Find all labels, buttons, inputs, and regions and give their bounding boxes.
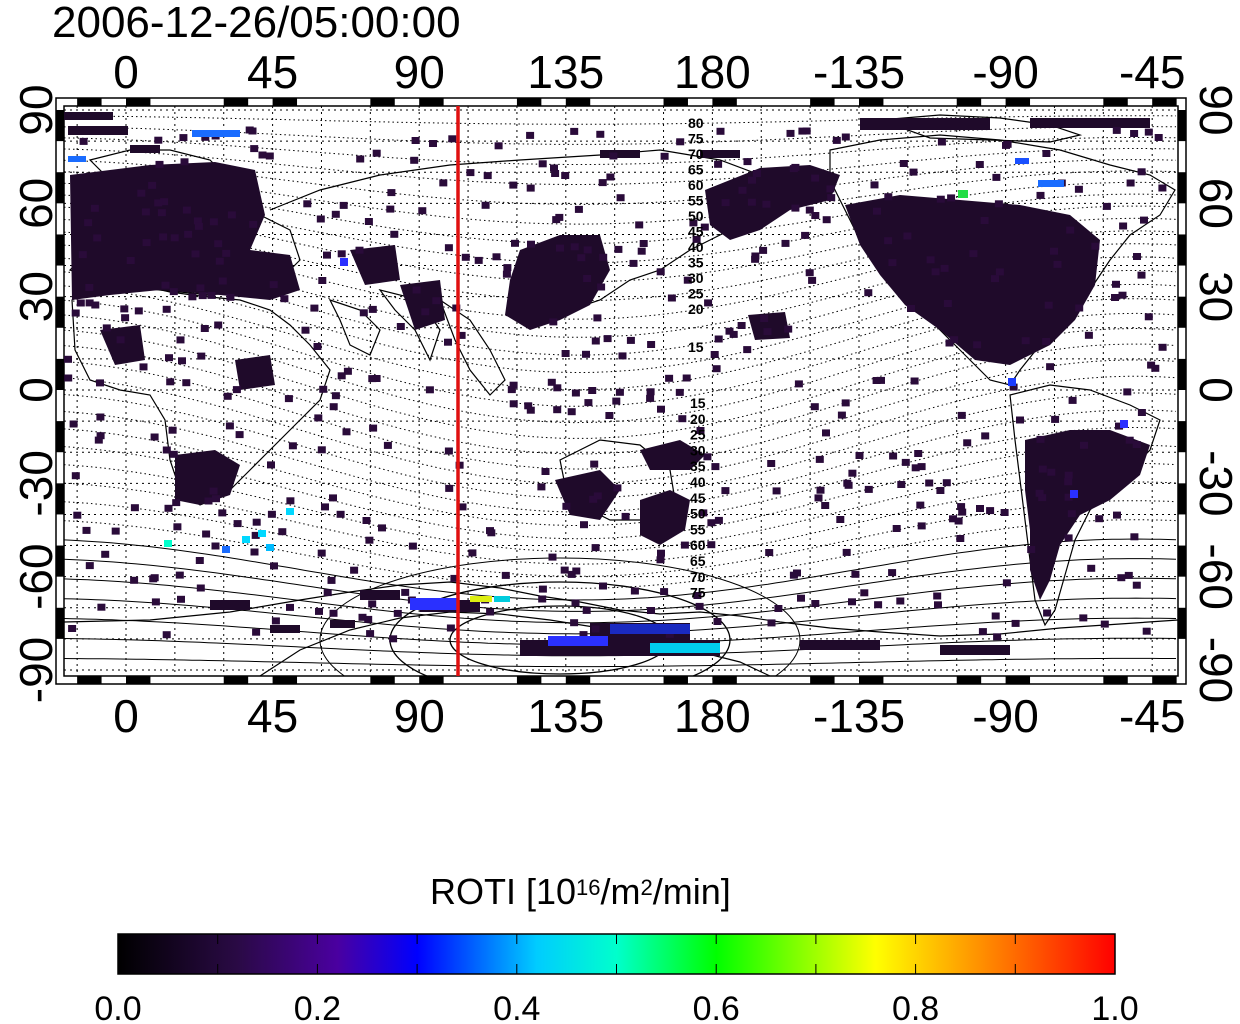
contour-label: 65 xyxy=(688,162,704,178)
colorbar-tick-label: 0.2 xyxy=(294,990,341,1024)
left-tick-label: -60 xyxy=(10,543,62,609)
right-tick-label: 0 xyxy=(1190,377,1240,403)
contour-label: 15 xyxy=(688,339,704,355)
roti-data-cells xyxy=(64,112,1150,656)
colorbar-tick-label: 0.0 xyxy=(94,990,141,1024)
right-tick-label: -30 xyxy=(1190,450,1240,516)
colorbar-title-mid: /m xyxy=(600,871,641,912)
contour-label: 20 xyxy=(688,301,704,317)
contour-label: 35 xyxy=(688,255,704,271)
right-tick-label: -60 xyxy=(1190,543,1240,609)
right-tick-label: 90 xyxy=(1190,84,1240,135)
roti-scatter-cells xyxy=(64,126,1167,643)
bottom-tick-label: 135 xyxy=(527,690,604,742)
bottom-tick-label: 0 xyxy=(113,690,139,742)
bottom-tick-label: 45 xyxy=(247,690,298,742)
contour-label: 30 xyxy=(688,270,704,286)
left-tick-label: -90 xyxy=(10,637,62,703)
right-tick-label: 30 xyxy=(1190,271,1240,322)
contour-label: 45 xyxy=(688,224,704,240)
contour-label: 15 xyxy=(690,395,706,411)
contour-label: 70 xyxy=(688,146,704,162)
right-tick-label: 60 xyxy=(1190,178,1240,229)
contour-label: 40 xyxy=(690,474,706,490)
contour-label: 70 xyxy=(690,569,706,585)
bottom-tick-label: 90 xyxy=(394,690,445,742)
contour-label: 25 xyxy=(688,286,704,302)
map-title: 2006-12-26/05:00:00 xyxy=(52,0,461,47)
colorbar-title-end: /min] xyxy=(652,871,731,912)
contour-label: 35 xyxy=(690,458,706,474)
colorbar-title-main: ROTI [10 xyxy=(430,871,577,912)
top-tick-label: -135 xyxy=(813,46,905,98)
colorbar-tick-label: 0.6 xyxy=(693,990,740,1024)
colorbar-title-exponent1: 16 xyxy=(576,875,601,900)
contour-label: 60 xyxy=(690,537,706,553)
colorbar-tick-label: 1.0 xyxy=(1091,990,1138,1024)
contour-label: 50 xyxy=(690,506,706,522)
bottom-tick-label: -135 xyxy=(813,690,905,742)
top-tick-label: 135 xyxy=(527,46,604,98)
contour-label: 80 xyxy=(688,115,704,131)
left-tick-label: 90 xyxy=(10,84,62,135)
right-tick-label: -90 xyxy=(1190,637,1240,703)
left-axis-ticks: 90 60 30 0 -30 -60 -90 xyxy=(10,84,62,703)
left-tick-label: 0 xyxy=(10,377,62,403)
contour-label: 30 xyxy=(690,442,706,458)
top-tick-label: 90 xyxy=(394,46,445,98)
roti-high-values xyxy=(68,130,1128,653)
top-tick-label: 180 xyxy=(674,46,751,98)
top-tick-label: 45 xyxy=(247,46,298,98)
colorbar-tick-label: 0.4 xyxy=(493,990,540,1024)
bottom-tick-label: -45 xyxy=(1119,690,1185,742)
contour-label: 40 xyxy=(688,239,704,255)
colorbar-tick-label: 0.8 xyxy=(892,990,939,1024)
bottom-tick-label: -90 xyxy=(972,690,1038,742)
top-tick-label: -45 xyxy=(1119,46,1185,98)
colorbar-title-exponent2: 2 xyxy=(640,875,653,900)
contour-label: 55 xyxy=(690,521,706,537)
top-tick-label: 0 xyxy=(113,46,139,98)
contour-label: 75 xyxy=(688,131,704,147)
contour-label: 25 xyxy=(690,427,706,443)
contour-label: 45 xyxy=(690,490,706,506)
colorbar-tick-labels: 0.0 0.2 0.4 0.6 0.8 1.0 xyxy=(94,990,1138,1024)
colorbar-title: ROTI [1016/m2/min] xyxy=(430,872,731,912)
frame-tick-bars xyxy=(55,97,1187,685)
left-tick-label: -30 xyxy=(10,450,62,516)
top-axis-ticks: 0 45 90 135 180 -135 -90 -45 xyxy=(113,46,1185,98)
colorbar-minor-ticks xyxy=(217,934,1016,974)
contour-label: 60 xyxy=(688,177,704,193)
contour-label: 50 xyxy=(688,208,704,224)
contour-label: 65 xyxy=(690,553,706,569)
right-axis-ticks: 90 60 30 0 -30 -60 -90 xyxy=(1190,84,1240,703)
contour-label: 55 xyxy=(688,193,704,209)
contour-label: 75 xyxy=(690,585,706,601)
top-tick-label: -90 xyxy=(972,46,1038,98)
contour-label: 20 xyxy=(690,411,706,427)
bottom-tick-label: 180 xyxy=(674,690,751,742)
bottom-axis-ticks: 0 45 90 135 180 -135 -90 -45 xyxy=(113,690,1185,742)
left-tick-label: 30 xyxy=(10,271,62,322)
left-tick-label: 60 xyxy=(10,178,62,229)
